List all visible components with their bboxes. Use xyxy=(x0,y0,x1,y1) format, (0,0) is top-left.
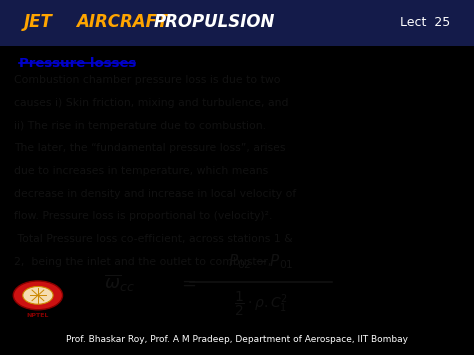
Text: Prof. Bhaskar Roy, Prof. A M Pradeep, Department of Aerospace, IIT Bombay: Prof. Bhaskar Roy, Prof. A M Pradeep, De… xyxy=(66,334,408,344)
Text: $P_{02}-P_{01}$: $P_{02}-P_{01}$ xyxy=(228,253,293,272)
Text: due to increases in temperature, which means: due to increases in temperature, which m… xyxy=(14,166,268,176)
Text: NPTEL: NPTEL xyxy=(27,313,49,318)
Text: The later, the “fundamental pressure loss”, arises: The later, the “fundamental pressure los… xyxy=(14,143,286,153)
Text: Pressure losses: Pressure losses xyxy=(19,57,137,70)
Text: Lect  25: Lect 25 xyxy=(400,16,450,29)
Text: PROPULSION: PROPULSION xyxy=(154,13,275,31)
Text: Combustion chamber pressure loss is due to two: Combustion chamber pressure loss is due … xyxy=(14,75,281,85)
Text: JET: JET xyxy=(24,13,58,31)
Text: ii) The rise in temperature due to combustion.: ii) The rise in temperature due to combu… xyxy=(14,121,266,131)
Text: 2,  being the inlet and the outlet to combustor,: 2, being the inlet and the outlet to com… xyxy=(14,257,272,267)
Circle shape xyxy=(23,286,53,304)
Text: Total Pressure loss co-efficient, across stations 1 &: Total Pressure loss co-efficient, across… xyxy=(14,234,293,244)
Text: AIRCRAFT: AIRCRAFT xyxy=(76,13,174,31)
Text: $\dfrac{1}{2}\cdot\rho.C_{1}^{2}$: $\dfrac{1}{2}\cdot\rho.C_{1}^{2}$ xyxy=(234,289,288,318)
Circle shape xyxy=(13,281,63,310)
Text: $\overline{\omega}_{cc}$: $\overline{\omega}_{cc}$ xyxy=(104,272,135,294)
Text: decrease in density and increase in local velocity of: decrease in density and increase in loca… xyxy=(14,189,296,199)
Text: flow. Pressure loss is proportional to (velocity)².: flow. Pressure loss is proportional to (… xyxy=(14,212,273,222)
Text: $=$: $=$ xyxy=(178,274,196,292)
Text: causes i) Skin friction, mixing and turbulence, and: causes i) Skin friction, mixing and turb… xyxy=(14,98,289,108)
